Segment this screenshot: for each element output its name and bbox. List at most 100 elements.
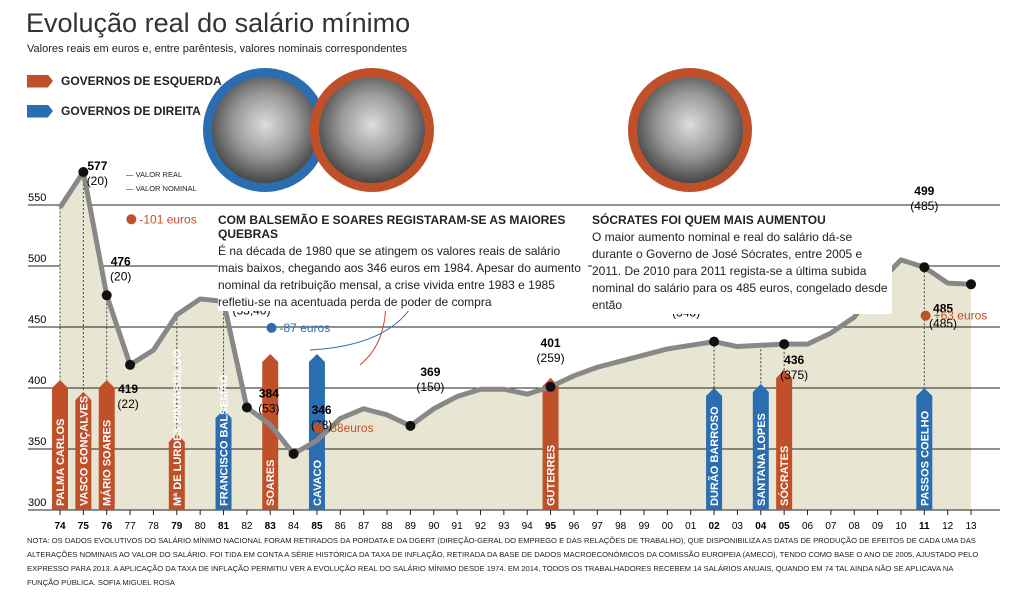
data-point	[288, 448, 299, 459]
real-value-label: 476	[111, 254, 131, 268]
real-value-label: 384	[259, 387, 279, 401]
real-value-label: 346	[312, 403, 332, 417]
tag-icon	[27, 74, 53, 88]
x-tick-label: 04	[755, 521, 767, 530]
x-tick-label: 87	[358, 521, 370, 530]
data-point	[78, 167, 89, 178]
annotation-text: O maior aumento nominal e real do salári…	[592, 230, 888, 312]
gov-label: MÁRIO SOARES	[101, 420, 114, 506]
x-tick-label: 07	[825, 521, 837, 530]
annotation-title: COM BALSEMÃO E SOARES REGISTARAM-SE AS M…	[218, 213, 566, 241]
x-tick-label: 91	[452, 521, 464, 530]
y-tick-label: 450	[28, 314, 46, 326]
real-value-label: 577	[87, 159, 107, 173]
gov-label: PASSOS COELHO	[919, 410, 931, 506]
x-tick-label: 99	[638, 521, 650, 530]
real-value-label: 369	[420, 365, 440, 379]
nominal-value-label: (20)	[110, 269, 131, 283]
x-tick-label: 10	[895, 521, 907, 530]
data-point	[779, 339, 790, 350]
x-tick-label: 95	[545, 521, 557, 530]
x-tick-label: 75	[78, 521, 90, 530]
x-tick-label: 01	[685, 521, 697, 530]
nominal-value-label: (53)	[258, 402, 279, 416]
nominal-value-label: (20)	[87, 174, 108, 188]
x-tick-label: 86	[335, 521, 347, 530]
real-value-label: 436	[784, 353, 804, 367]
x-tick-label: 97	[592, 521, 604, 530]
x-tick-label: 09	[872, 521, 884, 530]
real-value-label: 499	[914, 184, 934, 198]
change-label: -38euros	[326, 421, 373, 435]
subtitle: Valores reais em euros e, entre parêntes…	[27, 43, 408, 55]
footnote: Nota: Os dados evolutivos do salário mín…	[27, 536, 979, 587]
change-arrow-icon	[920, 310, 931, 321]
gov-label: VASCO GONÇALVES	[78, 396, 90, 506]
data-point	[545, 381, 556, 392]
gov-label: DURÃO BARROSO	[708, 406, 721, 506]
x-tick-label: 12	[942, 521, 954, 530]
gov-label: CAVACO	[312, 460, 324, 506]
legend-label: GOVERNOS DE DIREITA	[61, 104, 201, 118]
x-tick-label: 82	[241, 521, 253, 530]
area-fill	[60, 172, 972, 510]
y-tick-label: 400	[28, 375, 46, 387]
gov-marker	[752, 384, 769, 510]
change-label: +63 euros	[934, 309, 988, 323]
data-point	[709, 336, 720, 347]
x-tick-label: 83	[265, 521, 277, 530]
annotation-socrates: SÓCRATES FOI QUEM MAIS AUMENTOU O maior …	[592, 213, 892, 314]
gov-marker	[916, 388, 933, 510]
data-point	[405, 420, 416, 431]
x-tick-label: 80	[195, 521, 207, 530]
gov-marker	[542, 378, 559, 510]
x-tick-label: 84	[288, 521, 300, 530]
gov-marker	[98, 380, 115, 510]
x-tick-label: 77	[125, 521, 137, 530]
change-label: -101 euros	[139, 212, 196, 226]
x-tick-label: 76	[101, 521, 113, 530]
x-tick-label: 85	[311, 521, 323, 530]
series-line	[57, 169, 972, 457]
data-point	[125, 359, 136, 370]
x-tick-label: 13	[965, 521, 977, 530]
gov-label: SOARES	[265, 460, 277, 506]
tag-icon	[27, 104, 53, 118]
y-tick-label: 300	[28, 497, 46, 509]
label-valor-real: — VALOR REAL	[126, 170, 183, 179]
change-arrow-icon	[266, 322, 277, 333]
gov-marker	[52, 380, 68, 510]
x-tick-label: 11	[919, 521, 930, 530]
x-tick-label: 96	[568, 521, 580, 530]
y-tick-label: 500	[28, 253, 46, 265]
annotation-text: É na década de 1980 que se atingem os va…	[218, 244, 581, 309]
data-point	[241, 402, 252, 413]
gov-marker	[776, 370, 793, 510]
gov-marker	[262, 354, 279, 510]
x-tick-label: 98	[615, 521, 627, 530]
gov-label: SÓCRATES	[778, 446, 791, 506]
x-tick-label: 06	[802, 521, 814, 530]
change-arrow-icon	[313, 422, 324, 433]
nominal-value-label: (485)	[910, 199, 938, 213]
x-tick-label: 88	[381, 521, 393, 530]
data-point	[919, 262, 930, 273]
nominal-value-label: (22)	[117, 397, 138, 411]
x-tick-label: 81	[218, 521, 230, 530]
x-tick-label: 94	[522, 521, 534, 530]
photo-soares	[310, 68, 434, 192]
real-value-label: 419	[118, 382, 138, 396]
nominal-value-label: (375)	[780, 368, 808, 382]
nominal-value-label: (259)	[537, 351, 565, 365]
legend-right: GOVERNOS DE DIREITA	[27, 104, 201, 118]
annotation-balsemao-soares: COM BALSEMÃO E SOARES REGISTARAM-SE AS M…	[218, 213, 588, 311]
label-valor-nominal: — VALOR NOMINAL	[126, 184, 197, 193]
legend-left: GOVERNOS DE ESQUERDA	[27, 74, 222, 88]
change-arrow-icon	[126, 214, 137, 225]
x-tick-label: 89	[405, 521, 417, 530]
x-tick-label: 92	[475, 521, 487, 530]
nominal-value-label: (150)	[416, 380, 444, 394]
photo-balsemao	[203, 68, 327, 192]
y-tick-label: 550	[28, 192, 46, 204]
gov-label: FRANCISCO BALSEMÃO	[218, 374, 231, 506]
